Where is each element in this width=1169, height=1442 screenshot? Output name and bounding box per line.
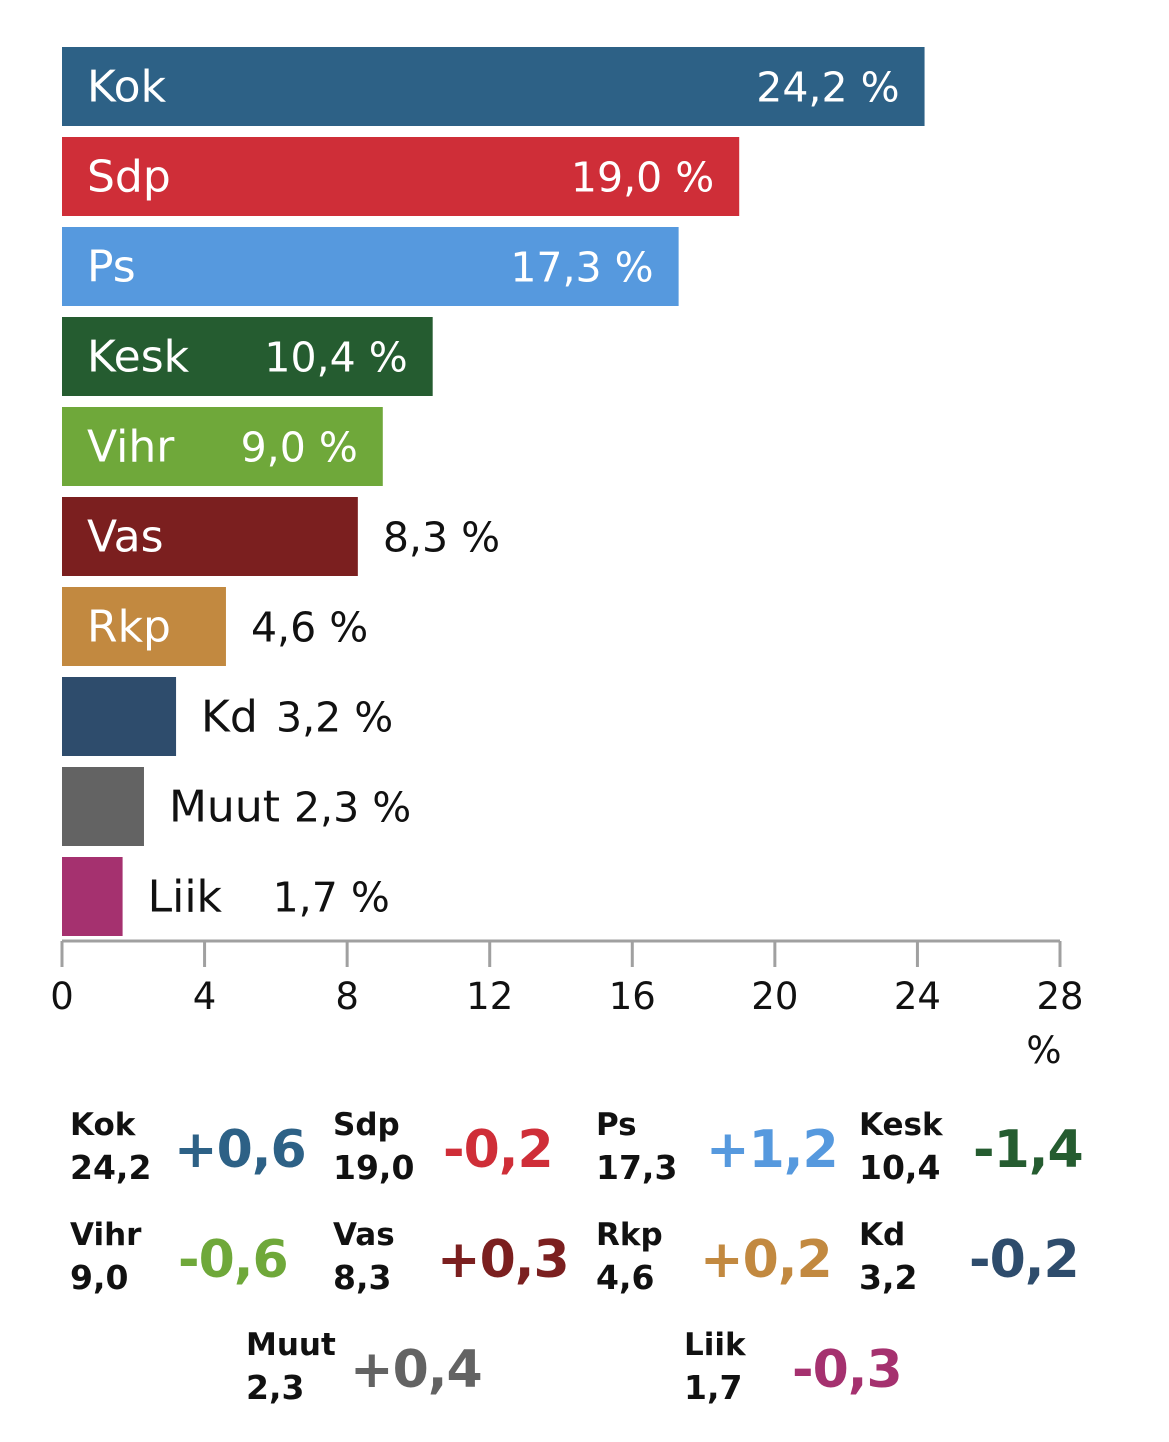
x-tick-label: 28 — [1036, 975, 1083, 1018]
summary-share-value: 19,0 — [333, 1148, 415, 1187]
summary-change-value: +0,4 — [350, 1340, 483, 1400]
bar-category-label: Vas — [87, 512, 164, 563]
x-axis: 0 4 8 12 16 20 24 28% — [50, 939, 1084, 1072]
summary-party-label: Kd — [859, 1217, 906, 1253]
x-axis-unit-label: % — [1026, 1029, 1061, 1072]
x-tick-label: 4 — [193, 975, 217, 1018]
bar-category-label: Rkp — [87, 602, 171, 653]
bar-value-label: 4,6 % — [251, 604, 368, 652]
bar-category-label: Sdp — [87, 152, 171, 203]
summary-share-value: 1,7 — [684, 1368, 743, 1407]
summary-change-value: +0,2 — [700, 1230, 833, 1290]
bar-muut — [62, 767, 144, 846]
summary-share-value: 3,2 — [859, 1258, 918, 1297]
x-tick-label: 24 — [894, 975, 941, 1018]
summary-change-value: -1,4 — [973, 1120, 1084, 1180]
summary-change-value: -0,6 — [178, 1230, 289, 1290]
bar-value-label: 1,7 % — [273, 874, 390, 922]
summary-party-label: Muut — [246, 1327, 336, 1363]
summary-party-label: Vihr — [70, 1217, 142, 1253]
bar-kesk — [62, 317, 433, 396]
bar-category-label: Kok — [87, 62, 167, 113]
summary-party-label: Vas — [333, 1217, 395, 1253]
summary-change-value: +0,6 — [174, 1120, 307, 1180]
x-tick-label: 16 — [609, 975, 656, 1018]
x-tick-label: 12 — [466, 975, 513, 1018]
summary-share-value: 24,2 — [70, 1148, 152, 1187]
summary-party-label: Kesk — [859, 1107, 943, 1143]
summary-share-value: 8,3 — [333, 1258, 392, 1297]
bar-value-label: 3,2 % — [276, 694, 393, 742]
change-summary: Kok 24,2 +0,6 Sdp 19,0 -0,2 Ps 17,3 +1,2… — [0, 1090, 1169, 1430]
bar-liik — [62, 857, 123, 936]
x-tick-label: 8 — [335, 975, 359, 1018]
x-tick-label: 20 — [751, 975, 798, 1018]
bar-sdp — [62, 137, 740, 216]
summary-change-value: -0,2 — [969, 1230, 1080, 1290]
summary-share-value: 9,0 — [70, 1258, 129, 1297]
bar-ps — [62, 227, 679, 306]
bar-category-label: Kd — [201, 692, 258, 743]
bar-value-label: 17,3 % — [510, 244, 653, 292]
bar-value-label: 24,2 % — [756, 64, 899, 112]
bars-group: Kok 24,2 % Sdp 19,0 % Ps 17,3 % Kesk 10,4 % Vihr… — [62, 47, 925, 936]
bar-category-label: Ps — [87, 242, 136, 293]
bar-vihr — [62, 407, 383, 486]
summary-share-value: 17,3 — [596, 1148, 678, 1187]
bar-category-label: Liik — [148, 872, 223, 923]
summary-party-label: Ps — [596, 1107, 637, 1143]
bar-value-label: 10,4 % — [264, 334, 407, 382]
bar-value-label: 8,3 % — [383, 514, 500, 562]
bar-category-label: Kesk — [87, 332, 190, 383]
bar-category-label: Muut — [169, 782, 280, 833]
summary-change-value: +1,2 — [706, 1120, 839, 1180]
bar-vas — [62, 497, 358, 576]
bar-chart: Kok 24,2 % Sdp 19,0 % Ps 17,3 % Kesk 10,4 % Vihr… — [50, 47, 1084, 1072]
summary-party-label: Rkp — [596, 1217, 663, 1253]
summary-party-label: Sdp — [333, 1107, 400, 1143]
bar-value-label: 19,0 % — [571, 154, 714, 202]
bar-kd — [62, 677, 177, 756]
bar-value-label: 9,0 % — [241, 424, 358, 472]
summary-change-value: -0,2 — [443, 1120, 554, 1180]
summary-change-value: +0,3 — [437, 1230, 570, 1290]
summary-share-value: 10,4 — [859, 1148, 941, 1187]
summary-party-label: Liik — [684, 1327, 746, 1363]
bar-category-label: Vihr — [87, 422, 175, 473]
x-tick-label: 0 — [50, 975, 74, 1018]
summary-share-value: 2,3 — [246, 1368, 305, 1407]
bar-rkp — [62, 587, 226, 666]
bar-kok — [62, 47, 925, 126]
summary-share-value: 4,6 — [596, 1258, 655, 1297]
summary-change-value: -0,3 — [792, 1340, 903, 1400]
bar-value-label: 2,3 % — [294, 784, 411, 832]
summary-party-label: Kok — [70, 1107, 136, 1143]
